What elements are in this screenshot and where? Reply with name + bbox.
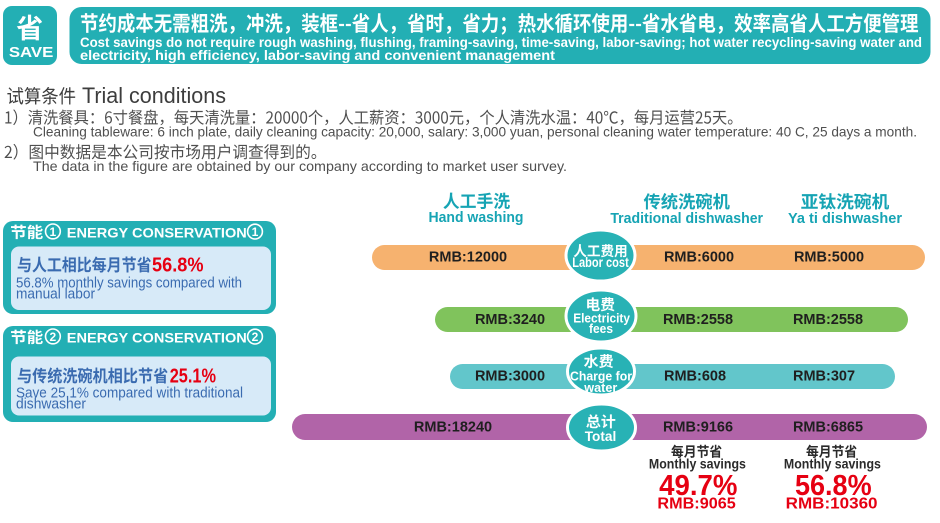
svg-text:SAVE: SAVE (9, 44, 54, 61)
svg-text:water: water (583, 380, 617, 395)
svg-text:RMB:307: RMB:307 (793, 369, 855, 385)
svg-text:Hand washing: Hand washing (429, 209, 524, 226)
svg-text:RMB:6000: RMB:6000 (664, 250, 734, 266)
svg-text:ENERGY CONSERVATION: ENERGY CONSERVATION (67, 225, 247, 240)
svg-text:electricity, high efficiency,: electricity, high efficiency, labor-savi… (80, 48, 555, 63)
svg-text:56.8%: 56.8% (795, 470, 872, 502)
svg-text:dishwasher: dishwasher (16, 395, 86, 412)
svg-text:RMB:5000: RMB:5000 (794, 250, 864, 266)
svg-text:2: 2 (50, 330, 57, 344)
svg-text:Electricity: Electricity (573, 310, 630, 325)
svg-text:RMB:6865: RMB:6865 (793, 419, 863, 435)
svg-text:ENERGY CONSERVATION: ENERGY CONSERVATION (67, 330, 247, 345)
svg-text:Cost savings do not require ro: Cost savings do not require rough washin… (80, 35, 922, 50)
svg-text:fees: fees (589, 321, 613, 336)
svg-text:1: 1 (50, 225, 57, 239)
svg-text:RMB:3000: RMB:3000 (475, 369, 545, 385)
svg-text:Monthly savings: Monthly savings (784, 455, 881, 471)
svg-text:Trial conditions: Trial conditions (82, 83, 226, 108)
svg-text:Traditional dishwasher: Traditional dishwasher (610, 210, 763, 227)
svg-text:49.7%: 49.7% (659, 470, 737, 502)
svg-text:Cleaning tableware: 6 inch pla: Cleaning tableware: 6 inch plate, daily … (33, 124, 917, 140)
svg-text:56.8%: 56.8% (152, 253, 204, 276)
svg-text:Save 25.1% compared with tradi: Save 25.1% compared with traditional (16, 385, 243, 402)
svg-text:The data in the figure are obt: The data in the figure are obtained by o… (33, 158, 567, 174)
svg-text:25.1%: 25.1% (170, 364, 216, 387)
svg-text:1: 1 (252, 225, 259, 239)
svg-text:RMB:608: RMB:608 (664, 369, 726, 385)
svg-text:RMB:12000: RMB:12000 (429, 250, 507, 266)
svg-text:manual labor: manual labor (16, 286, 95, 303)
svg-text:Total: Total (585, 429, 617, 444)
svg-text:RMB:9065: RMB:9065 (657, 495, 736, 512)
svg-text:Charge for: Charge for (570, 368, 632, 383)
svg-text:RMB:18240: RMB:18240 (414, 419, 492, 435)
svg-text:2: 2 (252, 330, 259, 344)
svg-text:56.8% monthly savings compared: 56.8% monthly savings compared with (16, 275, 242, 292)
svg-text:Ya ti dishwasher: Ya ti dishwasher (788, 210, 902, 227)
svg-text:RMB:2558: RMB:2558 (793, 312, 863, 328)
svg-text:RMB:9166: RMB:9166 (663, 419, 733, 435)
svg-text:RMB:10360: RMB:10360 (786, 495, 878, 512)
svg-text:RMB:3240: RMB:3240 (475, 312, 545, 328)
svg-text:RMB:2558: RMB:2558 (663, 312, 733, 328)
svg-text:Labor cost: Labor cost (572, 255, 629, 270)
svg-text:Monthly savings: Monthly savings (649, 455, 746, 471)
